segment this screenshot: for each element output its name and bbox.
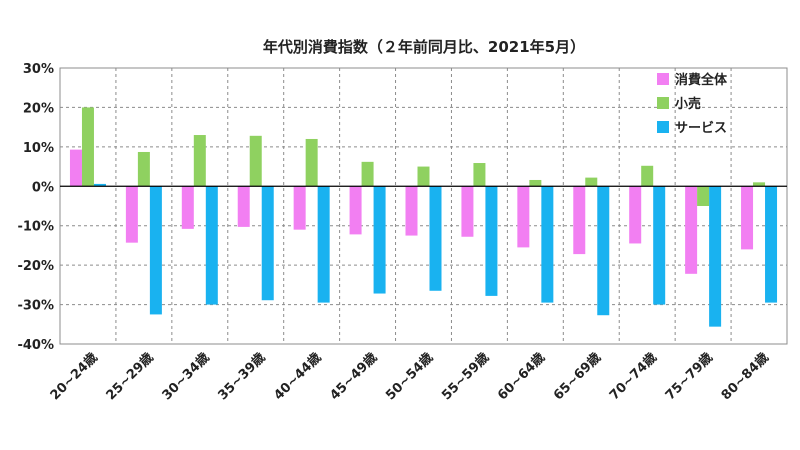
legend-swatch <box>657 97 669 109</box>
legend-swatch <box>657 73 669 85</box>
bar-retail-7 <box>473 163 486 187</box>
y-tick-label: 20% <box>23 101 54 116</box>
bar-service-11 <box>709 186 722 327</box>
bar-retail-6 <box>417 166 430 187</box>
bar-retail-0 <box>81 107 94 187</box>
bar-total-0 <box>69 149 82 187</box>
bar-retail-1 <box>137 151 150 187</box>
bar-retail-4 <box>305 138 318 187</box>
legend-label: 小売 <box>675 96 701 112</box>
y-tick-label: -40% <box>17 338 54 353</box>
x-axis: 20~24歳 25~29歳 30~34歳 35~39歳 40~44歳 45~49歳 50~5… <box>47 350 772 404</box>
bar-service-4 <box>317 186 330 303</box>
bar-total-12 <box>741 186 754 250</box>
legend-label: サービス <box>675 120 727 136</box>
bar-total-1 <box>125 186 138 243</box>
bar-service-0 <box>93 183 106 187</box>
x-tick-label: 35~39歳 <box>215 350 269 404</box>
bar-total-11 <box>685 186 698 274</box>
bar-service-1 <box>149 186 162 315</box>
bar-retail-2 <box>193 135 206 187</box>
x-tick-label: 50~54歳 <box>383 350 437 404</box>
bar-total-7 <box>461 186 474 237</box>
chart-title: 年代別消費指数（２年前同月比、2021年5月） <box>263 38 585 56</box>
bar-service-7 <box>485 186 498 296</box>
y-tick-label: 10% <box>23 141 54 156</box>
bar-retail-9 <box>585 177 598 187</box>
bar-total-9 <box>573 186 586 255</box>
bar-service-9 <box>597 186 610 316</box>
y-tick-label: -20% <box>17 259 54 274</box>
bar-total-6 <box>405 186 418 236</box>
legend-label: 消費全体 <box>675 72 728 88</box>
bar-retail-11 <box>697 186 710 206</box>
y-tick-label: 0% <box>32 180 54 195</box>
x-tick-label: 70~74歳 <box>606 350 660 404</box>
bars-layer <box>60 107 787 327</box>
bar-service-12 <box>765 186 778 303</box>
bar-total-8 <box>517 186 530 248</box>
bar-retail-10 <box>641 165 654 187</box>
x-tick-label: 45~49歳 <box>327 350 381 404</box>
bar-retail-8 <box>529 179 542 187</box>
bar-service-2 <box>205 186 218 305</box>
x-tick-label: 55~59歳 <box>438 350 492 404</box>
x-tick-label: 25~29歳 <box>103 350 157 404</box>
bar-retail-3 <box>249 135 262 187</box>
bar-service-8 <box>541 186 554 303</box>
plot-frame <box>59 67 788 345</box>
x-tick-label: 20~24歳 <box>47 350 101 404</box>
x-tick-label: 60~64歳 <box>494 350 548 404</box>
bar-total-5 <box>349 186 362 235</box>
y-axis: 30% 20% 10% 0% -10% -20% -30% -40% <box>17 62 54 353</box>
bar-total-3 <box>237 186 250 227</box>
y-tick-label: -10% <box>17 220 54 235</box>
y-tick-label: -30% <box>17 299 54 314</box>
x-tick-label: 40~44歳 <box>271 350 325 404</box>
bar-service-10 <box>653 186 666 305</box>
grid-layer <box>59 67 788 345</box>
bar-service-3 <box>261 186 274 301</box>
bar-service-6 <box>429 186 442 291</box>
x-tick-label: 65~69歳 <box>550 350 604 404</box>
bar-service-5 <box>373 186 386 294</box>
x-tick-label: 30~34歳 <box>159 350 213 404</box>
bar-retail-5 <box>361 161 374 187</box>
x-tick-label: 75~79歳 <box>662 350 716 404</box>
bar-total-2 <box>181 186 194 229</box>
y-tick-label: 30% <box>23 62 54 77</box>
bar-total-4 <box>293 186 306 230</box>
bar-retail-12 <box>753 182 766 187</box>
x-tick-label: 80~84歳 <box>718 350 772 404</box>
legend-swatch <box>657 121 669 133</box>
bar-total-10 <box>629 186 642 244</box>
